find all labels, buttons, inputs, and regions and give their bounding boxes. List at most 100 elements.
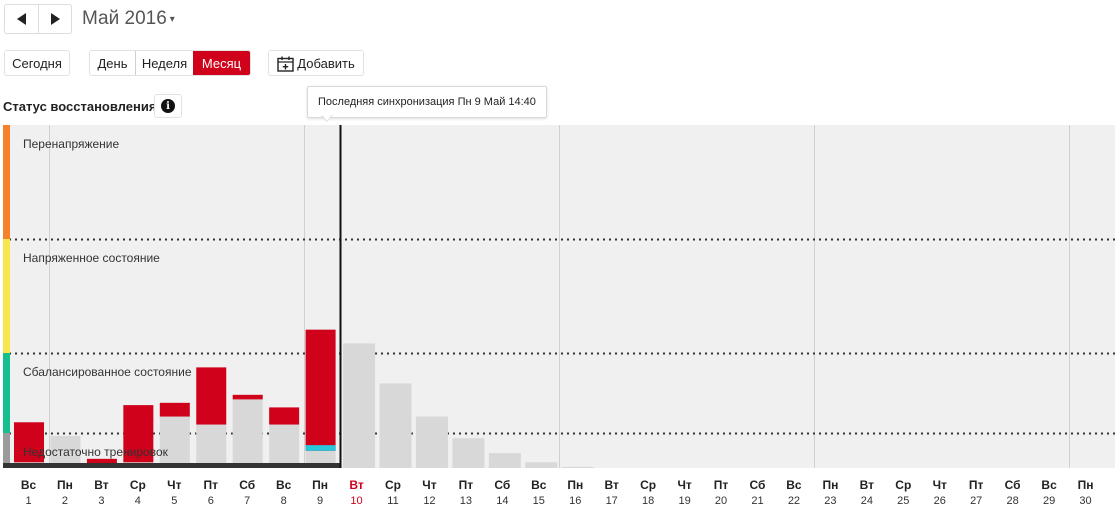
axis-date-cell[interactable]: Сб 14 [484, 478, 520, 507]
training-load-bar [14, 422, 44, 463]
axis-date-cell[interactable]: Вт 17 [594, 478, 630, 507]
axis-weekday-label: Пт [968, 478, 984, 492]
axis-date-cell[interactable]: Пн 2 [47, 478, 83, 507]
axis-date-label: 12 [423, 495, 436, 507]
zone-label: Недостаточно тренировок [23, 445, 169, 459]
axis-date-label: 30 [1079, 495, 1092, 507]
axis-weekday-label: Вс [20, 478, 37, 492]
add-button[interactable]: Добавить [268, 50, 364, 76]
training-load-bar [159, 402, 190, 417]
axis-date-label: 16 [569, 495, 582, 507]
axis-date-cell[interactable]: Ср 18 [630, 478, 666, 507]
axis-date-label: 25 [897, 495, 910, 507]
axis-date-label: 7 [244, 495, 251, 507]
info-button[interactable]: i [154, 94, 182, 118]
axis-date-label: 5 [171, 495, 178, 507]
today-button[interactable]: Сегодня [4, 50, 70, 76]
recovery-status-bar [232, 399, 263, 468]
recovery-status-bar [50, 435, 81, 468]
recovery-status-bar [269, 424, 300, 468]
sync-tooltip: Последняя синхронизация Пн 9 Май 14:40 [307, 86, 547, 118]
add-button-label: Добавить [297, 55, 355, 71]
axis-weekday-label: Вс [531, 478, 547, 492]
axis-weekday-label: Сб [1004, 478, 1021, 492]
axis-date-label: 10 [350, 495, 363, 507]
month-navigation [4, 4, 72, 34]
axis-date-cell[interactable]: Вс 22 [776, 478, 812, 507]
axis-date-label: 29 [1042, 495, 1056, 507]
axis-date-cell[interactable]: Вт 3 [83, 478, 119, 507]
axis-date-cell[interactable]: Пт 6 [193, 478, 229, 507]
axis-date-cell[interactable]: Сб 28 [995, 478, 1031, 507]
zone-bar-insufficient [3, 433, 10, 468]
axis-date-cell[interactable]: Чт 12 [411, 478, 447, 507]
axis-date-cell[interactable]: Пт 20 [703, 478, 739, 507]
axis-weekday-label: Вс [1041, 478, 1057, 492]
axis-date-cell[interactable]: Чт 19 [667, 478, 703, 507]
axis-date-label: 19 [678, 495, 691, 507]
month-selector[interactable]: Май 2016 ▾ [82, 8, 175, 30]
axis-date-label: 6 [207, 495, 214, 507]
forecast-bar [525, 462, 558, 468]
axis-date-label: 11 [387, 495, 399, 507]
previous-month-button[interactable] [5, 5, 39, 33]
training-load-bar [305, 329, 336, 451]
view-month-button[interactable]: Месяц [193, 51, 250, 75]
axis-date-label: 8 [280, 495, 287, 507]
zone-bar-strained [3, 239, 10, 353]
axis-date-cell[interactable]: Ср 4 [120, 478, 156, 507]
axis-date-cell[interactable]: Сб 7 [229, 478, 265, 507]
axis-date-label: 13 [459, 495, 473, 507]
view-day-button[interactable]: День [90, 51, 136, 75]
axis-date-cell[interactable]: Пт 13 [448, 478, 484, 507]
tooltip-arrow-inner [322, 115, 332, 121]
axis-date-label: 17 [605, 495, 618, 507]
axis-date-cell[interactable]: Ср 25 [885, 478, 921, 507]
axis-weekday-label: Вс [786, 478, 802, 492]
axis-date-cell[interactable]: Пн 30 [1068, 478, 1104, 507]
triangle-right-icon [51, 13, 60, 25]
recovery-chart-svg: Перенапряжение Напряженное состояние Сбала… [3, 125, 1115, 468]
axis-date-cell[interactable]: Пн 16 [557, 478, 593, 507]
next-month-button[interactable] [39, 5, 72, 33]
axis-date-cell[interactable]: Пн 9 [302, 478, 338, 507]
axis-weekday-label: Чт [167, 478, 182, 492]
axis-weekday-label: Пт [713, 478, 729, 492]
axis-weekday-label: Вт [859, 478, 875, 492]
axis-date-cell[interactable]: Вт 10 [339, 478, 375, 507]
cyan-marker [305, 445, 336, 451]
axis-date-cell[interactable]: Вт 24 [849, 478, 885, 507]
calendar-add-icon [277, 56, 294, 72]
axis-date-cell[interactable]: Сб 21 [740, 478, 776, 507]
axis-weekday-label: Ср [385, 478, 401, 492]
training-load-bar [269, 407, 300, 425]
forecast-bar [561, 466, 594, 468]
info-icon: i [161, 99, 175, 113]
axis-date-cell[interactable]: Пт 27 [958, 478, 994, 507]
axis-date-cell[interactable]: Вс 29 [1031, 478, 1067, 507]
view-week-button[interactable]: Неделя [141, 55, 188, 71]
section-title: Статус восстановления [3, 99, 157, 114]
axis-date-cell[interactable]: Ср 11 [375, 478, 411, 507]
training-load-bar [123, 405, 154, 463]
axis-date-label: 2 [61, 495, 68, 507]
axis-date-cell[interactable]: Вс 8 [266, 478, 302, 507]
axis-weekday-label: Сб [239, 478, 256, 492]
axis-date-label: 31 [1104, 495, 1115, 507]
axis-weekday-label: Ср [129, 478, 146, 492]
axis-date-cell[interactable]: Чт 5 [156, 478, 192, 507]
zone-bar-balanced [3, 353, 10, 433]
axis-date-cell[interactable]: Пн 23 [812, 478, 848, 507]
triangle-left-icon [17, 13, 26, 25]
axis-date-cell[interactable]: Чт 26 [922, 478, 958, 507]
axis-date-cell[interactable]: Вт 31 [1104, 478, 1115, 507]
axis-weekday-label: Вт [349, 478, 364, 492]
forecast-bar [415, 416, 448, 468]
axis-weekday-label: Вт [1104, 478, 1115, 492]
axis-weekday-label: Пн [822, 478, 839, 492]
axis-date-cell[interactable]: Вс 1 [11, 478, 47, 507]
zone-label: Сбалансированное состояние [23, 365, 192, 379]
axis-weekday-label: Пн [1077, 478, 1094, 492]
axis-date-cell[interactable]: Вс 15 [521, 478, 557, 507]
view-switcher: День Неделя Месяц [89, 50, 251, 76]
